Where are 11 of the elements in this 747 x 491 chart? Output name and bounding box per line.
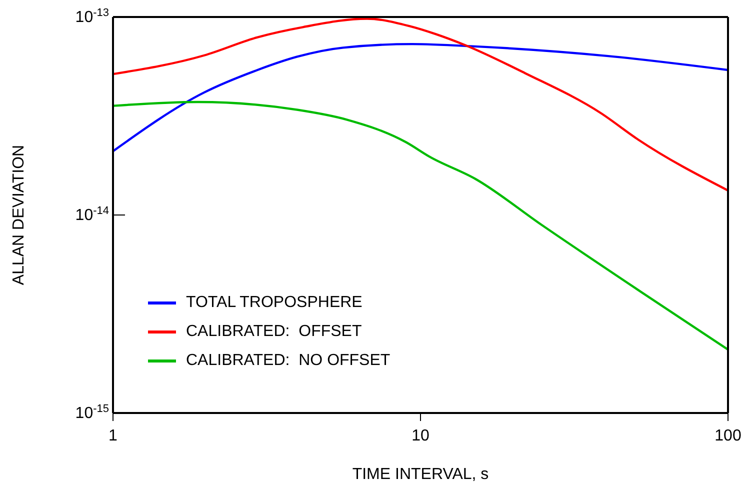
- legend-label: CALIBRATED: OFFSET: [186, 322, 362, 342]
- x-axis-title: TIME INTERVAL, s: [352, 466, 489, 483]
- y-axis-title: ALLAN DEVIATION: [10, 144, 28, 286]
- x-tick-label: 1: [108, 427, 118, 444]
- y-tick-label: 10$^{-14}$: [75, 205, 109, 224]
- legend-label: CALIBRATED: NO OFFSET: [186, 351, 390, 371]
- y-tick-label: 10$^{-13}$: [75, 7, 109, 26]
- x-tick-label: 100: [714, 427, 742, 444]
- x-tick-label: 10: [412, 427, 430, 444]
- y-tick-label: 10$^{-15}$: [75, 403, 109, 422]
- legend-label: TOTAL TROPOSPHERE: [186, 293, 362, 313]
